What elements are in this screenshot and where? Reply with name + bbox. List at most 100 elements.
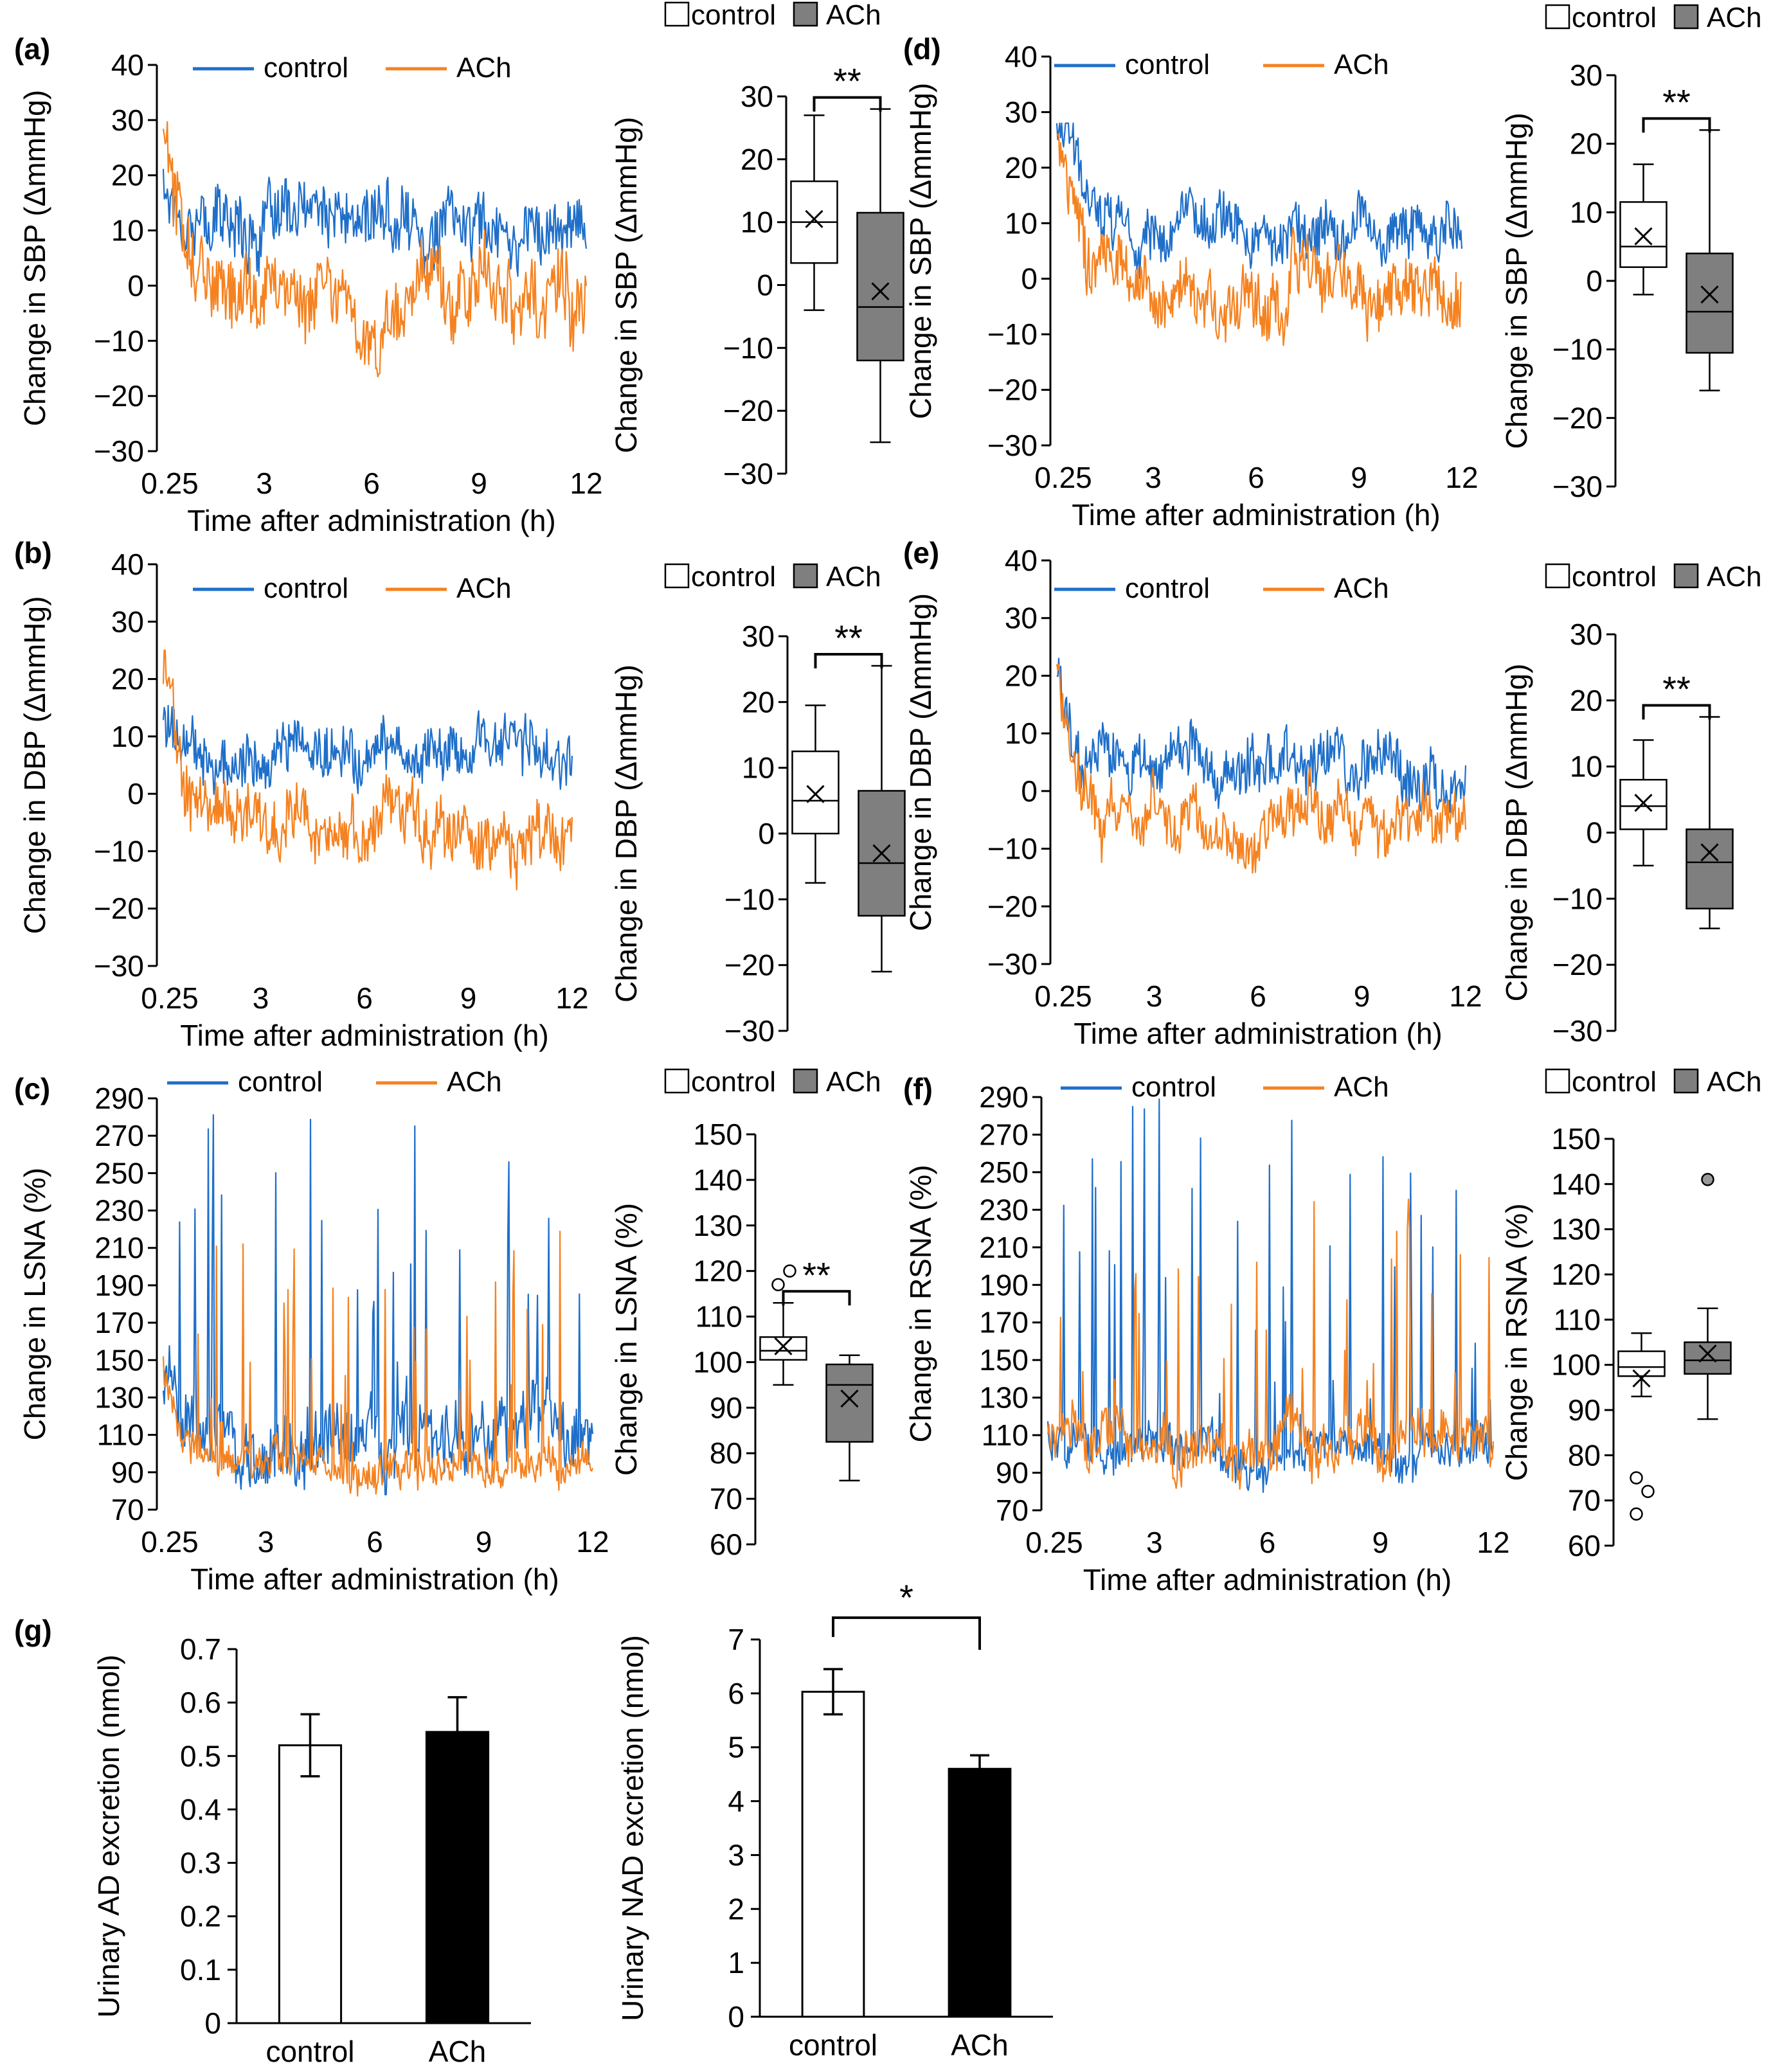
legend-label: control (691, 1066, 776, 1098)
legend-label: ACh (1707, 2, 1762, 33)
y-tick-label: 30 (1005, 602, 1038, 635)
y-tick-label: 130 (1551, 1213, 1601, 1246)
legend-swatch (1545, 1068, 1570, 1094)
y-tick-label: −30 (723, 457, 773, 490)
y-tick-label: 0 (1021, 262, 1038, 296)
significance-bracket (1642, 704, 1711, 720)
x-tick-label: 12 (570, 467, 602, 500)
panel-label: (a) (14, 32, 50, 66)
y-tick-label: 3 (728, 1838, 744, 1871)
y-tick-label: 30 (741, 80, 773, 113)
y-tick-label: −30 (94, 949, 144, 983)
y-tick-label: −30 (1552, 470, 1603, 503)
bar-control (801, 1690, 865, 2018)
y-axis-label: Change in DBP (ΔmmHg) (609, 665, 643, 1003)
x-tick-label: 6 (1259, 1526, 1276, 1559)
x-tick-label: 3 (1146, 979, 1163, 1013)
y-axis-label: Urinary NAD excretion (nmol) (616, 1635, 649, 2021)
legend-label: control (1572, 2, 1657, 33)
y-tick-label: −10 (987, 832, 1038, 866)
y-tick-label: 40 (111, 48, 144, 82)
y-tick-label: 30 (1570, 58, 1603, 92)
x-tick-label: 0.25 (1034, 461, 1092, 494)
significance-label: ** (1662, 669, 1691, 710)
x-tick-label: 3 (256, 467, 273, 500)
y-tick-label: −20 (987, 373, 1038, 407)
y-tick-label: 0 (204, 2006, 221, 2040)
x-tick-label: 12 (576, 1525, 609, 1558)
y-tick-label: 60 (710, 1528, 742, 1561)
y-axis-label: Change in SBP (ΔmmHg) (1500, 112, 1533, 449)
y-tick-label: 0.6 (180, 1686, 221, 1719)
y-tick-label: 130 (979, 1381, 1029, 1415)
y-tick-label: −10 (1552, 333, 1603, 366)
significance-bracket (832, 1616, 981, 1650)
legend-swatch (664, 1, 690, 27)
significance-bracket (1642, 117, 1711, 133)
legend-swatch (664, 1068, 690, 1094)
legend-label: control (1125, 573, 1210, 604)
x-axis-label: Time after administration (h) (180, 1019, 548, 1052)
legend-swatch (793, 1068, 818, 1094)
y-tick-label: 40 (111, 548, 144, 581)
legend-label: control (1131, 1071, 1216, 1103)
outlier-point (783, 1264, 796, 1278)
y-tick-label: 120 (693, 1255, 742, 1288)
y-tick-label: 0 (127, 777, 144, 810)
series-control (1056, 122, 1463, 280)
y-axis-label: Change in DBP (ΔmmHg) (904, 593, 937, 931)
significance-label: ** (834, 618, 863, 658)
y-tick-label: 4 (728, 1785, 744, 1818)
y-tick-label: −10 (723, 331, 773, 364)
y-axis-label: Change in RSNA (%) (1500, 1203, 1533, 1481)
mean-marker (1632, 1369, 1651, 1388)
box-control (1619, 201, 1668, 268)
legend-label: control (264, 573, 348, 604)
significance-label: ** (802, 1255, 831, 1295)
y-tick-label: 80 (1568, 1438, 1601, 1472)
legend-label: control (264, 52, 348, 84)
legend-swatch (1545, 4, 1570, 30)
y-tick-label: 20 (1005, 151, 1038, 184)
y-tick-label: 30 (1005, 95, 1038, 129)
mean-marker (840, 1389, 859, 1408)
y-tick-label: 130 (693, 1209, 742, 1242)
x-tick-label: 3 (258, 1525, 274, 1558)
mean-marker (872, 844, 891, 862)
y-tick-label: 20 (741, 143, 773, 176)
y-tick-label: 70 (1568, 1484, 1601, 1517)
legend-label: control (691, 561, 776, 593)
y-tick-label: 0 (728, 2000, 744, 2033)
x-tick-label: 3 (253, 981, 269, 1015)
box-ACh (856, 211, 904, 362)
y-tick-label: 150 (1551, 1122, 1601, 1156)
series-control (162, 168, 588, 277)
y-tick-label: −20 (94, 379, 144, 413)
legend-label: ACh (1707, 1066, 1762, 1098)
y-axis-label: Change in RSNA (%) (904, 1165, 937, 1442)
legend-swatch (1673, 563, 1699, 589)
significance-bracket (814, 653, 883, 669)
x-tick-label: 0.25 (141, 1525, 199, 1558)
legend-label: ACh (1334, 49, 1389, 80)
y-tick-label: −10 (724, 882, 775, 916)
y-tick-label: 110 (97, 1418, 144, 1452)
legend-label: ACh (826, 0, 881, 31)
y-axis-label: Change in DBP (ΔmmHg) (1500, 664, 1533, 1002)
mean-marker (774, 1337, 793, 1355)
significance-label: ** (1662, 82, 1691, 122)
y-tick-label: −20 (1552, 948, 1603, 981)
x-axis-label: Time after administration (h) (1083, 1563, 1452, 1596)
series-ACh (1047, 1198, 1495, 1490)
x-tick-label: 9 (476, 1525, 492, 1558)
box-ACh (1686, 828, 1734, 910)
y-tick-label: −10 (1552, 882, 1603, 915)
y-tick-label: 250 (94, 1156, 144, 1190)
outlier-point (1630, 1471, 1643, 1485)
x-tick-label: 9 (1372, 1526, 1389, 1559)
y-tick-label: 90 (710, 1391, 742, 1424)
x-tick-label: 9 (1354, 979, 1371, 1013)
